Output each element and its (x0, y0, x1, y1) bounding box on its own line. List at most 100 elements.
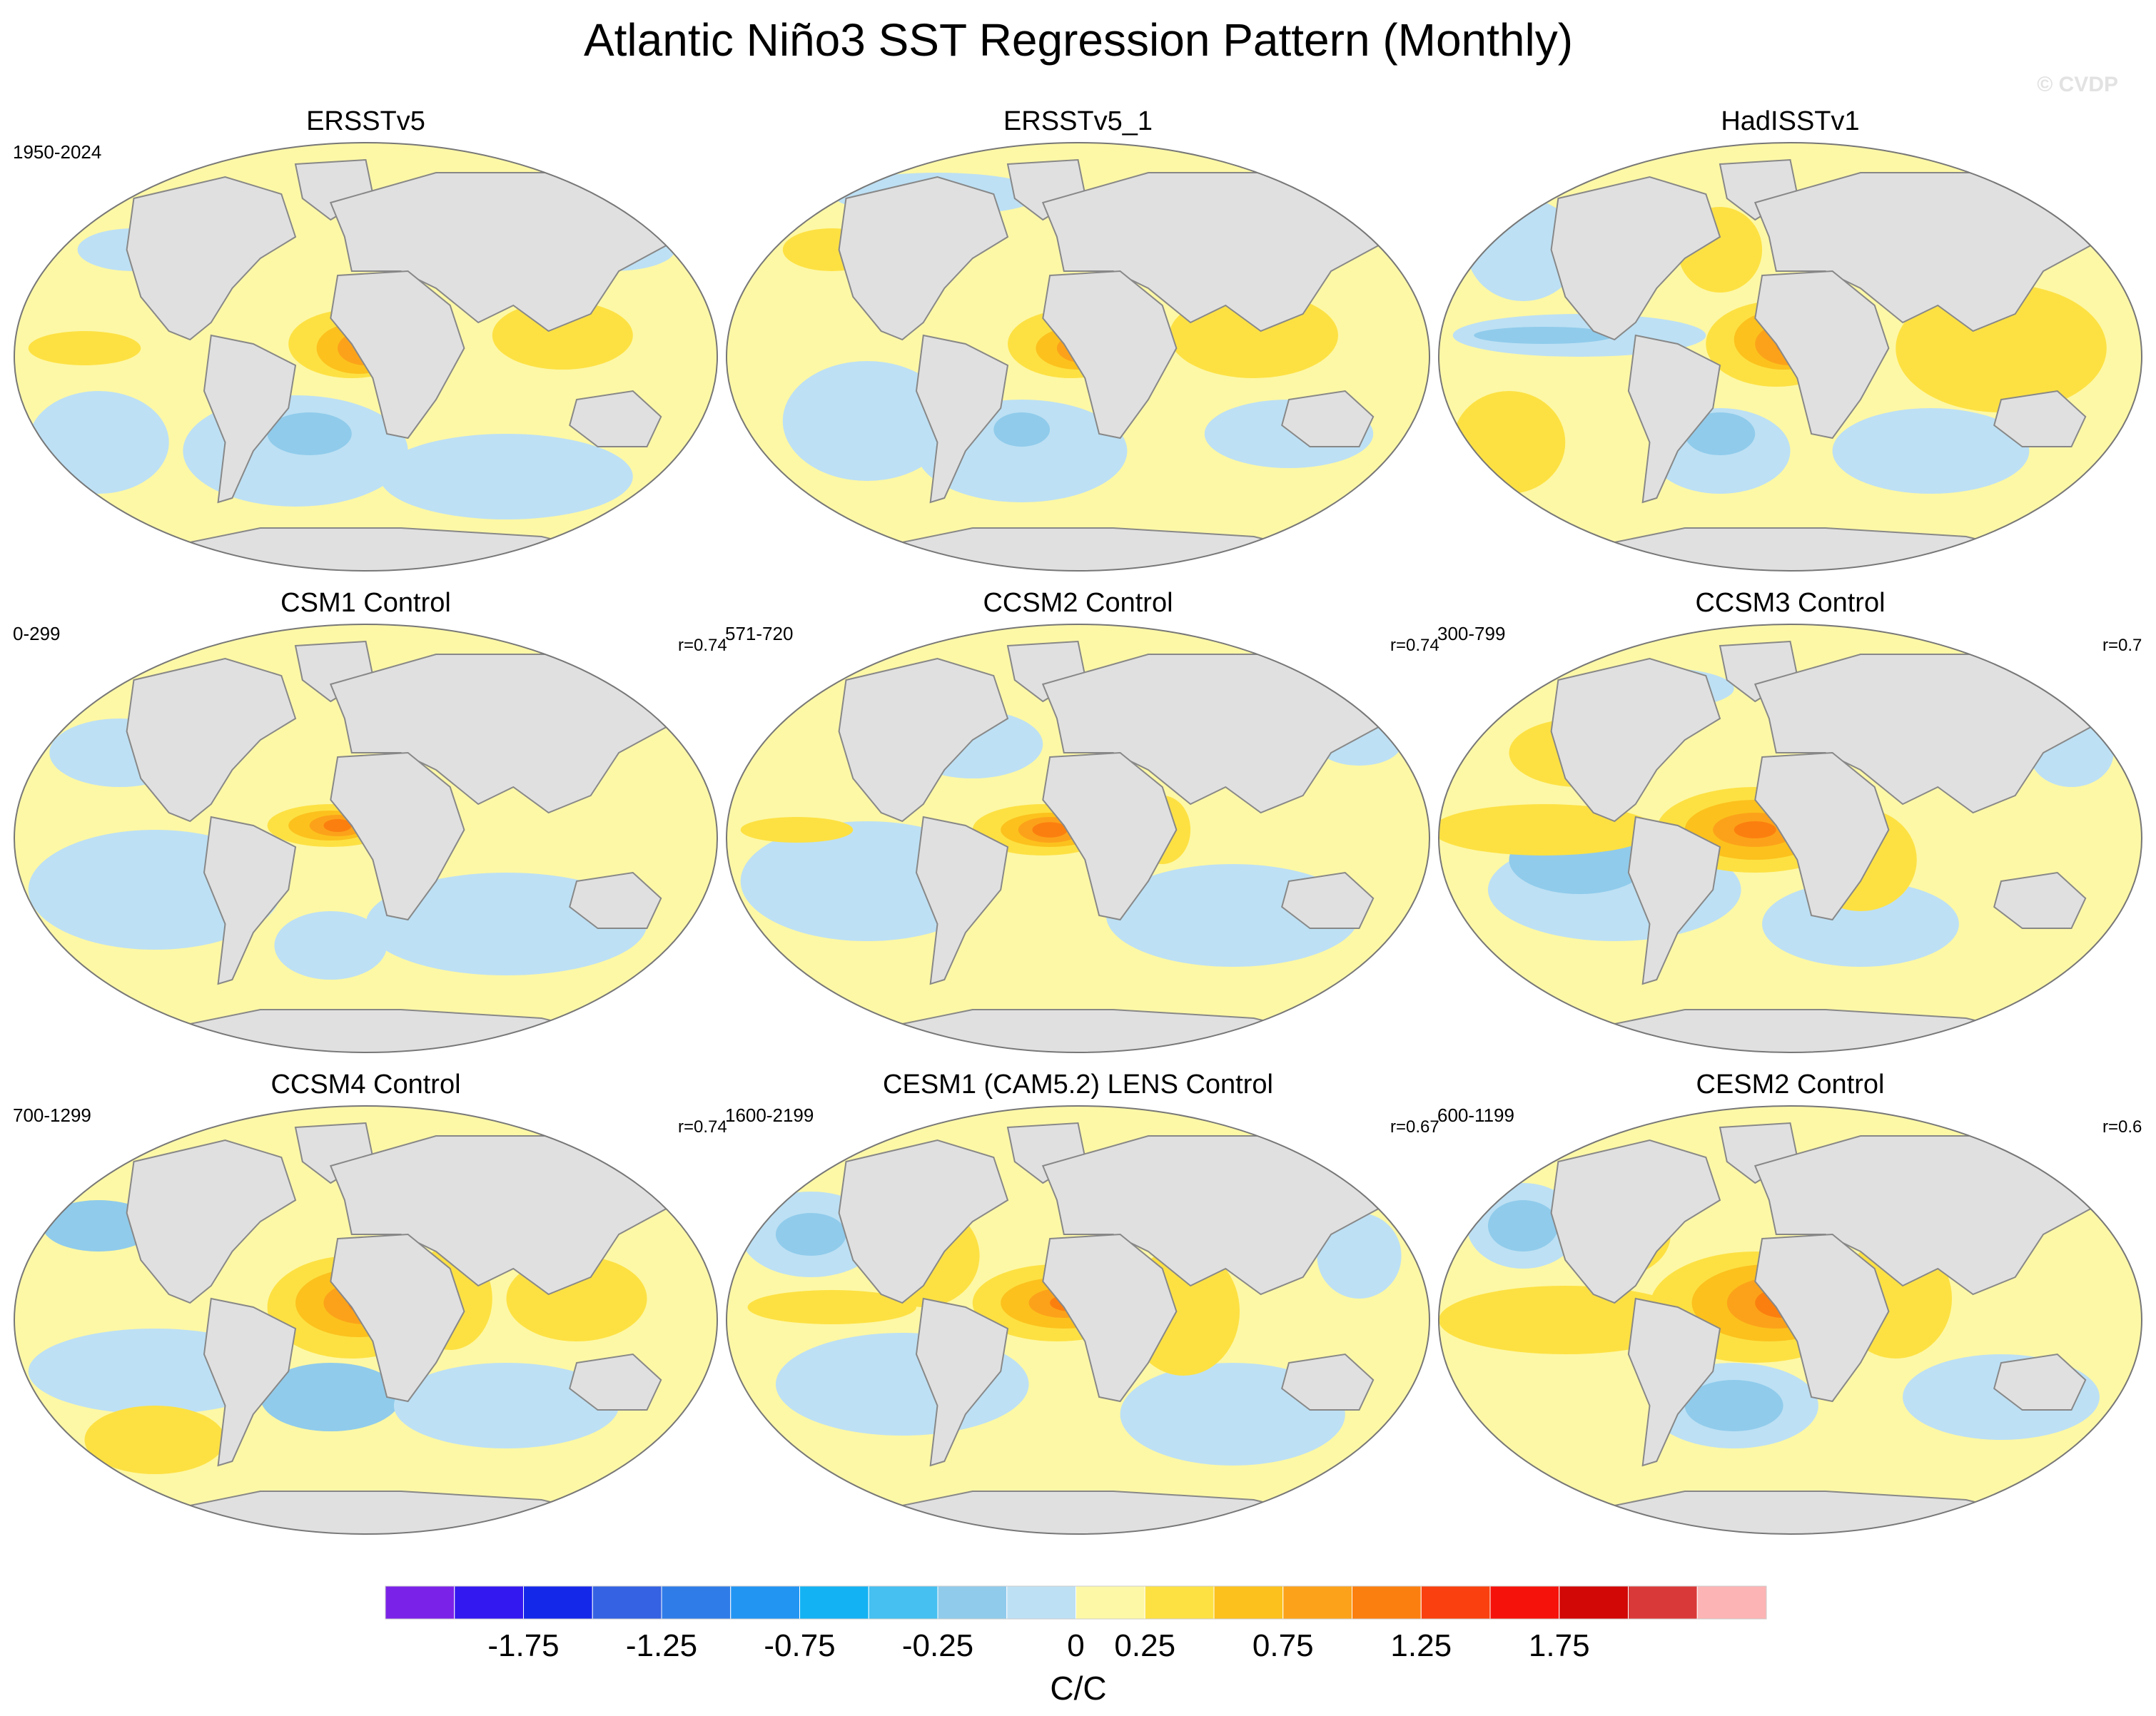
watermark: © CVDP (2037, 73, 2118, 96)
land-mass (330, 751, 465, 921)
panel-grid: ERSSTv5 1950-2024 ERSSTv5_1 HadISSTv1 CSM1 C… (13, 106, 2142, 1535)
anomaly-contour (260, 1363, 401, 1431)
land-mass (1550, 657, 1721, 823)
map-boundary (1438, 1105, 2142, 1535)
anomaly-contour (492, 301, 633, 370)
land-mass (569, 871, 662, 929)
land-mass (1550, 1139, 1721, 1304)
land-mass (126, 1139, 297, 1304)
land-mass (1042, 1233, 1178, 1403)
land-mass (203, 1297, 297, 1467)
map-boundary (14, 624, 718, 1053)
panel-title: CCSM3 Control (1695, 588, 1885, 618)
land-mass (1993, 871, 2087, 929)
sst-field (727, 1106, 1429, 1534)
anomaly-contour (323, 819, 352, 832)
colorbar-swatch (385, 1585, 455, 1620)
pattern-correlation-label: r=0.74 (678, 1117, 727, 1137)
panel-title: CCSM2 Control (983, 588, 1173, 618)
anomaly-contour (28, 331, 141, 365)
map-boundary (14, 142, 718, 572)
map-boundary (726, 1105, 1430, 1535)
anomaly-contour (1832, 408, 2030, 494)
anomaly-contour (1452, 391, 1566, 494)
anomaly-contour (775, 1213, 846, 1256)
panel-title: HadISSTv1 (1721, 106, 1859, 136)
sst-field (14, 1106, 717, 1534)
colorbar-swatch (523, 1585, 593, 1620)
panel-title: CCSM4 Control (270, 1070, 460, 1100)
land-mass (1550, 176, 1721, 341)
land-mass (1627, 334, 1721, 504)
panel-title: CESM1 (CAM5.2) LENS Control (883, 1070, 1273, 1100)
period-label: 571-720 (725, 623, 793, 644)
land-mass (1042, 270, 1178, 440)
period-label: 300-799 (1437, 623, 1505, 644)
land-mass (838, 1139, 1009, 1304)
anomaly-contour (1734, 821, 1776, 838)
colorbar-tick-label: -0.75 (764, 1628, 835, 1663)
anomaly-contour (1474, 327, 1615, 344)
pattern-correlation-label: r=0.6 (2102, 1117, 2142, 1137)
anomaly-contour (1487, 1200, 1559, 1252)
map-panel: ERSSTv5 1950-2024 (13, 106, 718, 572)
sst-field (1439, 143, 2142, 571)
land-mass (1754, 1233, 1890, 1403)
land-mass (126, 657, 297, 823)
figure-title: Atlantic Niño3 SST Regression Pattern (M… (584, 14, 1573, 66)
anomaly-contour (1439, 1286, 1692, 1354)
land-mass (1281, 1353, 1375, 1411)
colorbar-swatch (592, 1585, 662, 1620)
colorbar-swatch (1420, 1585, 1491, 1620)
colorbar-swatch (1006, 1585, 1076, 1620)
colorbar-swatch (1559, 1585, 1629, 1620)
colorbar-swatch (1489, 1585, 1560, 1620)
land-mass (1281, 871, 1375, 929)
colorbar-swatch (799, 1585, 869, 1620)
land-mass (1627, 1297, 1721, 1467)
land-mass (1042, 751, 1178, 921)
sst-field (1439, 624, 2142, 1052)
colorbar-tick-label: -1.25 (626, 1628, 697, 1663)
colorbar-swatch (1144, 1585, 1215, 1620)
anomaly-contour (267, 412, 352, 455)
land-mass (1754, 270, 1890, 440)
land-mass (1993, 1353, 2087, 1411)
anomaly-contour (274, 911, 388, 980)
land-mass (1754, 751, 1890, 921)
map-boundary (1438, 624, 2142, 1053)
anomaly-contour (993, 412, 1051, 447)
colorbar-tick-label: 0.25 (1114, 1628, 1175, 1663)
land-mass (915, 334, 1009, 504)
period-label: 600-1199 (1437, 1105, 1514, 1126)
map-panel: CESM1 (CAM5.2) LENS Control 1600-2199 r=0.… (725, 1070, 1439, 1535)
land-mass (569, 390, 662, 447)
colorbar-unit-label: C/C (1050, 1670, 1106, 1707)
colorbar-swatch (454, 1585, 524, 1620)
colorbar: -1.75 -1.25 -0.75 -0.25 0 0.25 0.75 1.25 1.75 (385, 1585, 1767, 1663)
land-mass (569, 1353, 662, 1411)
colorbar-swatch (1696, 1585, 1767, 1620)
colorbar-swatch (868, 1585, 938, 1620)
period-label: 0-299 (13, 623, 61, 644)
colorbar-swatch (730, 1585, 800, 1620)
period-label: 700-1299 (13, 1105, 91, 1126)
anomaly-contour (1439, 804, 1657, 856)
panel-title: ERSSTv5 (306, 106, 425, 136)
colorbar-swatch (1076, 1585, 1145, 1620)
panel-title: CSM1 Control (280, 588, 451, 618)
anomaly-contour (782, 361, 952, 481)
pattern-correlation-label: r=0.74 (678, 636, 727, 655)
land-mass (203, 334, 297, 504)
colorbar-frame (385, 1585, 1767, 1620)
land-mass (1627, 816, 1721, 985)
panel-title: CESM2 Control (1696, 1070, 1885, 1100)
map-boundary (726, 142, 1430, 572)
anomaly-contour (1684, 1380, 1783, 1431)
colorbar-tick-label: 1.75 (1529, 1628, 1590, 1663)
colorbar-swatch (1213, 1585, 1284, 1620)
pattern-correlation-label: r=0.7 (2102, 636, 2142, 655)
period-label: 1600-2199 (725, 1105, 814, 1126)
anomaly-contour (28, 391, 169, 494)
